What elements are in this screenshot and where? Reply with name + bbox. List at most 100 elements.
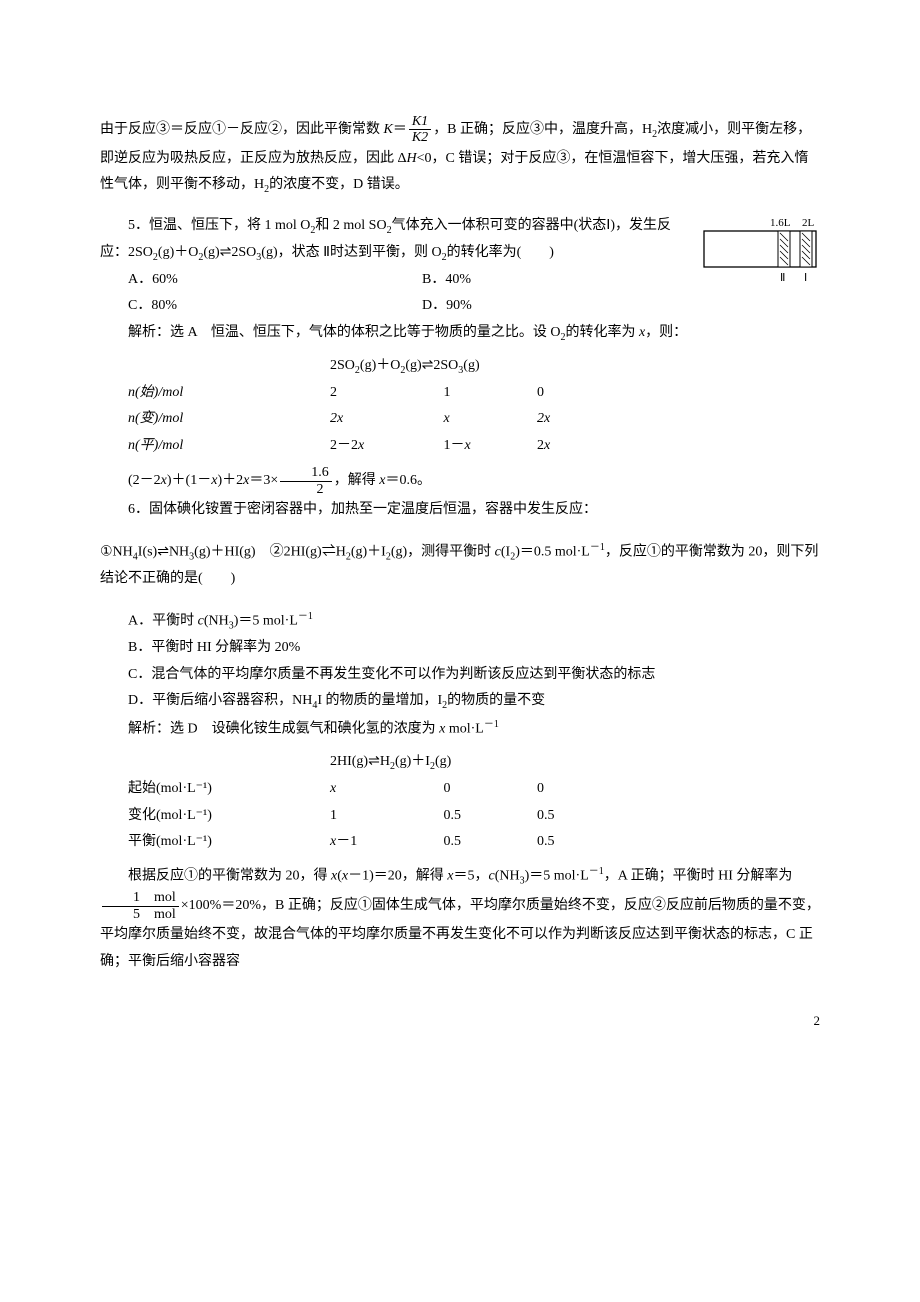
val: 0.5	[444, 803, 534, 830]
label-2L: 2L	[802, 217, 815, 229]
text: ×100%＝20%，B 正确；反应①固体生成气体，平均摩尔质量始终不变，反应②反…	[100, 899, 820, 969]
text: (g)，状态 Ⅱ时达到平衡，则 O	[261, 245, 441, 260]
val: 0.5	[537, 803, 627, 830]
ice-row-vals: x－1 0.5 0.5	[330, 829, 730, 856]
ice-row-vals: 2－2x 1－x 2x	[330, 433, 730, 460]
text: 的物质的量不变	[447, 693, 545, 708]
q6-opt-a: A．平衡时 c(NH3)＝5 mol·L－1	[100, 607, 820, 635]
blank	[100, 749, 330, 776]
q5-opt-d: D．90%	[394, 293, 688, 320]
q5-opt-a: A．60%	[100, 267, 394, 294]
val: 0.5	[444, 829, 534, 856]
ice-row-label: n(始)/mol	[100, 380, 330, 407]
q6-solution-intro: 解析：选 D 设碘化铵生成氨气和碘化氢的浓度为 x mol·L－1	[100, 715, 820, 743]
page-number: 2	[100, 1009, 820, 1034]
text: )＋(1－	[167, 473, 211, 488]
text: A．平衡时	[128, 613, 198, 628]
text: ，A 正确；平衡时 HI 分解率为	[604, 869, 793, 884]
fraction: 1 mol5 mol	[102, 890, 179, 922]
q5-opt-b: B．40%	[394, 267, 688, 294]
q5-solution-intro: 解析：选 A 恒温、恒压下，气体的体积之比等于物质的量之比。设 O2的转化率为 …	[100, 320, 820, 347]
sup: －1	[589, 866, 604, 877]
text: 5．恒温、恒压下，将 1 mol O	[128, 218, 310, 233]
text: 的浓度不变，D 错误。	[269, 177, 409, 192]
frac-num: 1.6	[280, 465, 332, 480]
q5-options-row2: C．80% D．90%	[100, 293, 688, 320]
frac-num: K1	[409, 114, 431, 129]
ice-row-label: n(平)/mol	[100, 433, 330, 460]
text: )＋2	[217, 473, 243, 488]
ice-row-label: n(变)/mol	[100, 406, 330, 433]
var-h: H	[407, 151, 417, 166]
val: 2x	[537, 433, 627, 460]
diagram-svg: 1.6L 2L Ⅱ Ⅰ	[700, 215, 820, 287]
piston-I	[800, 231, 812, 267]
q6-stem-line2: ①NH4I(s)⇌NH3(g)＋HI(g) ②2HI(g)⇌H2(g)＋I2(g…	[100, 538, 820, 593]
frac-den: 5 mol	[102, 906, 179, 922]
val: 0	[444, 776, 534, 803]
tube	[704, 231, 816, 267]
text: (I	[501, 544, 510, 559]
text: 解析：选 A 恒温、恒压下，气体的体积之比等于物质的量之比。设 O	[128, 325, 560, 340]
val: x	[444, 406, 534, 433]
q5-ice-table: 2SO2(g)＋O2(g)⇌2SO3(g) n(始)/mol 2 1 0 n(变…	[100, 353, 820, 460]
text: ，解得	[334, 473, 380, 488]
sup: －1	[298, 611, 313, 622]
text: D．平衡后缩小容器容积，NH	[128, 693, 312, 708]
text: ＝3×	[249, 473, 278, 488]
text: 由于反应③＝反应①－反应②，因此平衡常数	[100, 122, 384, 137]
text: 的转化率为( )	[447, 245, 554, 260]
blank	[100, 353, 330, 380]
q6-opt-d: D．平衡后缩小容器容积，NH4I 的物质的量增加，I2的物质的量不变	[100, 688, 820, 715]
val: 1	[330, 803, 440, 830]
text: (g)⇌2SO	[203, 245, 256, 260]
q6-opt-b: B．平衡时 HI 分解率为 20%	[100, 635, 820, 662]
text: ＝0.6。	[385, 473, 431, 488]
frac-num: 1 mol	[102, 890, 179, 905]
text: (2－2	[128, 473, 161, 488]
text: 的转化率为	[565, 325, 639, 340]
text: －1)＝20，解得	[348, 869, 447, 884]
text: )＝5 mol·L	[525, 869, 589, 884]
q6-solution-body: 根据反应①的平衡常数为 20，得 x(x－1)＝20，解得 x＝5，c(NH3)…	[100, 862, 820, 975]
page: 由于反应③＝反应①－反应②，因此平衡常数 K＝K1K2，B 正确；反应③中，温度…	[0, 0, 920, 1074]
text: (g)＋HI(g) ②2HI(g)⇌H	[194, 544, 346, 559]
q5-calc: (2－2x)＋(1－x)＋2x＝3×1.62，解得 x＝0.6。	[100, 465, 820, 497]
text: (g)，测得平衡时	[391, 544, 495, 559]
ice-row-label: 平衡(mol·L⁻¹)	[100, 829, 330, 856]
val: 0	[537, 776, 627, 803]
text: (g)＋O	[158, 245, 198, 260]
val: 2x	[330, 406, 440, 433]
text: ①NH	[100, 544, 133, 559]
val: x	[330, 776, 440, 803]
text: ，B 正确；反应③中，温度升高，H	[433, 122, 652, 137]
val: 2	[330, 380, 440, 407]
label-II: Ⅱ	[780, 272, 785, 284]
ice-row-vals: 2x x 2x	[330, 406, 730, 433]
text: 根据反应①的平衡常数为 20，得	[128, 869, 331, 884]
text: ＝5，	[454, 869, 489, 884]
val: 0.5	[537, 829, 627, 856]
val: 2x	[537, 406, 627, 433]
frac-den: 2	[280, 481, 332, 497]
text: 解析：选 D 设碘化铵生成氨气和碘化氢的浓度为	[128, 722, 439, 737]
q6-stem-line1: 6．固体碘化铵置于密闭容器中，加热至一定温度后恒温，容器中发生反应：	[100, 497, 820, 524]
sup: －1	[590, 542, 605, 553]
val: x－1	[330, 829, 440, 856]
ice-row-vals: x 0 0	[330, 776, 730, 803]
text: ＝	[393, 122, 407, 137]
text: I(s)⇌NH	[138, 544, 189, 559]
ice-row-vals: 2 1 0	[330, 380, 730, 407]
val: 0	[537, 380, 627, 407]
fraction: 1.62	[280, 465, 332, 497]
text: I 的物质的量增加，I	[317, 693, 442, 708]
ice-header: 2HI(g)⇌H2(g)＋I2(g)	[330, 749, 730, 776]
label-I: Ⅰ	[804, 272, 807, 284]
val: 2－2x	[330, 433, 440, 460]
var-k: K	[384, 122, 393, 137]
text: (g)＋I	[351, 544, 386, 559]
piston-II	[778, 231, 790, 267]
val: 1－x	[444, 433, 534, 460]
ice-row-label: 变化(mol·L⁻¹)	[100, 803, 330, 830]
q5-opt-c: C．80%	[100, 293, 394, 320]
